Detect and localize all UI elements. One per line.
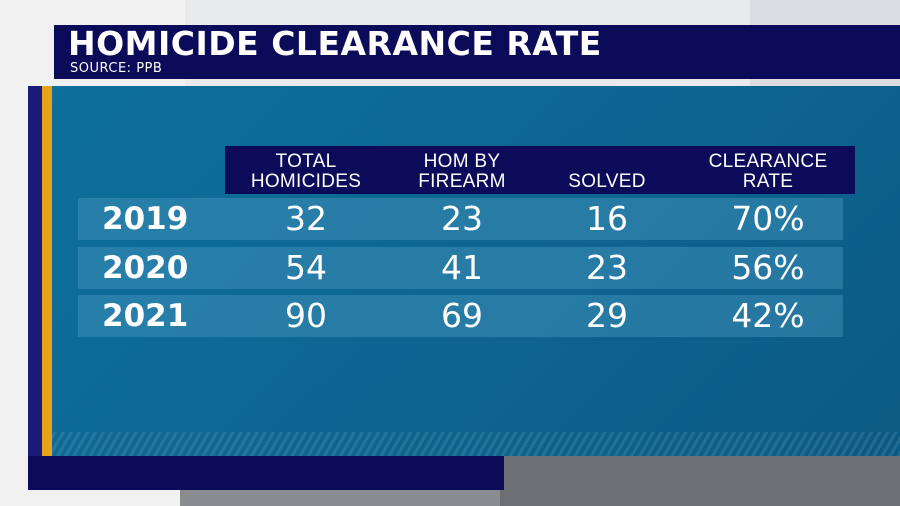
cell-clearance-rate: 56% xyxy=(731,248,805,287)
column-header-clearance-rate: CLEARANCE RATE xyxy=(708,151,828,192)
cell-solved: 23 xyxy=(586,248,628,287)
navy-accent-stripe xyxy=(28,86,42,490)
row-year-2019: 2019 xyxy=(102,201,189,237)
row-year-2021: 2021 xyxy=(102,298,189,334)
cell-hom-by-firearm: 69 xyxy=(441,296,483,335)
graphic-title: HOMICIDE CLEARANCE RATE xyxy=(68,24,602,63)
cell-hom-by-firearm: 41 xyxy=(441,248,483,287)
background-bottom-dark xyxy=(500,455,900,506)
cell-clearance-rate: 70% xyxy=(731,199,805,238)
cell-solved: 29 xyxy=(586,296,628,335)
cell-total-homicides: 90 xyxy=(285,296,327,335)
column-header-total-homicides: TOTAL HOMICIDES xyxy=(250,151,362,192)
bottom-navy-bar xyxy=(28,456,504,490)
gold-accent-stripe xyxy=(42,86,52,456)
column-header-hom-by-firearm: HOM BY FIREARM xyxy=(418,151,506,192)
title-banner: HOMICIDE CLEARANCE RATE SOURCE: PPB xyxy=(54,25,900,79)
panel-hatch-pattern xyxy=(52,432,900,456)
table-row xyxy=(78,198,843,240)
cell-total-homicides: 32 xyxy=(285,199,327,238)
source-label: SOURCE: PPB xyxy=(70,61,163,76)
cell-hom-by-firearm: 23 xyxy=(441,199,483,238)
table-row xyxy=(78,247,843,289)
row-year-2020: 2020 xyxy=(102,250,189,286)
column-header-band xyxy=(225,146,855,194)
cell-total-homicides: 54 xyxy=(285,248,327,287)
cell-clearance-rate: 42% xyxy=(731,296,805,335)
cell-solved: 16 xyxy=(586,199,628,238)
table-row xyxy=(78,295,843,337)
column-header-solved: SOLVED xyxy=(568,171,646,192)
